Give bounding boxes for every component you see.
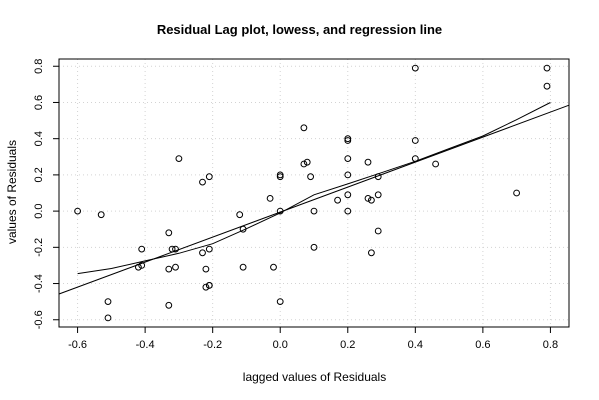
lowess-line	[77, 102, 551, 275]
data-point	[205, 173, 213, 181]
data-point	[276, 207, 284, 215]
data-point	[344, 191, 352, 199]
data-point	[135, 263, 142, 271]
y-tick-label: 0.4	[33, 131, 45, 146]
data-point	[344, 137, 352, 144]
data-point	[411, 137, 419, 144]
data-point	[266, 195, 274, 202]
data-point	[303, 158, 311, 166]
x-tick-label: -0.4	[136, 339, 155, 351]
y-tick-label: -0.6	[33, 310, 45, 329]
data-point	[344, 171, 352, 179]
x-tick-label: 0.8	[543, 339, 558, 351]
data-point	[168, 245, 176, 253]
data-point	[175, 155, 183, 163]
data-point	[165, 265, 173, 273]
data-point	[104, 298, 112, 306]
data-point	[239, 263, 247, 271]
data-point	[199, 249, 206, 257]
data-point	[513, 189, 520, 197]
data-point	[276, 173, 284, 181]
y-tick-label: 0.2	[33, 167, 45, 182]
data-point	[543, 64, 551, 72]
plot-frame	[58, 58, 570, 328]
data-point	[344, 207, 352, 215]
data-point	[374, 191, 382, 199]
x-tick-label: 0.4	[408, 339, 423, 351]
data-point	[310, 243, 318, 251]
data-point	[138, 262, 146, 269]
fit-lines	[58, 102, 570, 295]
data-point	[172, 263, 179, 271]
data-point	[307, 173, 315, 181]
data-point	[270, 263, 277, 271]
data-point	[165, 229, 173, 237]
data-point	[310, 207, 318, 215]
data-point	[368, 249, 375, 257]
data-point	[364, 195, 372, 202]
data-point	[205, 245, 213, 253]
data-point	[344, 155, 352, 163]
data-point	[202, 265, 210, 273]
y-tick-label: -0.4	[33, 274, 45, 293]
data-point	[138, 245, 146, 253]
x-tick-label: 0.6	[475, 339, 490, 351]
data-point	[236, 211, 244, 219]
data-point	[374, 227, 382, 235]
grid	[59, 59, 569, 327]
x-tick-label: -0.2	[203, 339, 222, 351]
x-tick-label: -0.6	[68, 339, 87, 351]
data-point	[368, 196, 375, 204]
regression-line	[58, 104, 570, 295]
y-tick-label: -0.2	[33, 238, 45, 257]
y-tick-label: 0.0	[33, 203, 45, 218]
data-point	[344, 135, 352, 143]
data-points	[74, 64, 551, 322]
x-tick-label: 0.0	[273, 339, 288, 351]
data-point	[374, 173, 382, 181]
data-point	[199, 178, 206, 186]
data-point	[104, 314, 112, 322]
data-point	[300, 160, 308, 168]
data-point	[97, 211, 105, 219]
y-tick-label: 0.8	[33, 59, 45, 74]
data-point	[205, 282, 213, 289]
data-point	[276, 298, 284, 306]
data-point	[411, 155, 419, 163]
data-point	[276, 171, 284, 179]
y-tick-label: 0.6	[33, 95, 45, 110]
x-axis: -0.6 -0.4 -0.2 0.0 0.2 0.4 0.6 0.8	[68, 327, 558, 351]
x-axis-label: lagged values of Residuals	[242, 370, 387, 384]
data-point	[202, 283, 210, 291]
data-point	[432, 160, 440, 168]
y-axis: -0.6 -0.4 -0.2 0.0 0.2 0.4 0.6 0.8	[33, 59, 59, 329]
data-point	[543, 82, 551, 90]
data-point	[239, 225, 247, 233]
data-point	[165, 301, 173, 309]
data-point	[300, 124, 308, 132]
chart-title: Residual Lag plot, lowess, and regressio…	[156, 22, 443, 37]
x-tick-label: 0.2	[340, 339, 355, 351]
data-point	[411, 64, 419, 72]
data-point	[334, 196, 342, 204]
data-point	[172, 245, 179, 253]
data-point	[74, 207, 81, 215]
data-point	[364, 158, 372, 166]
